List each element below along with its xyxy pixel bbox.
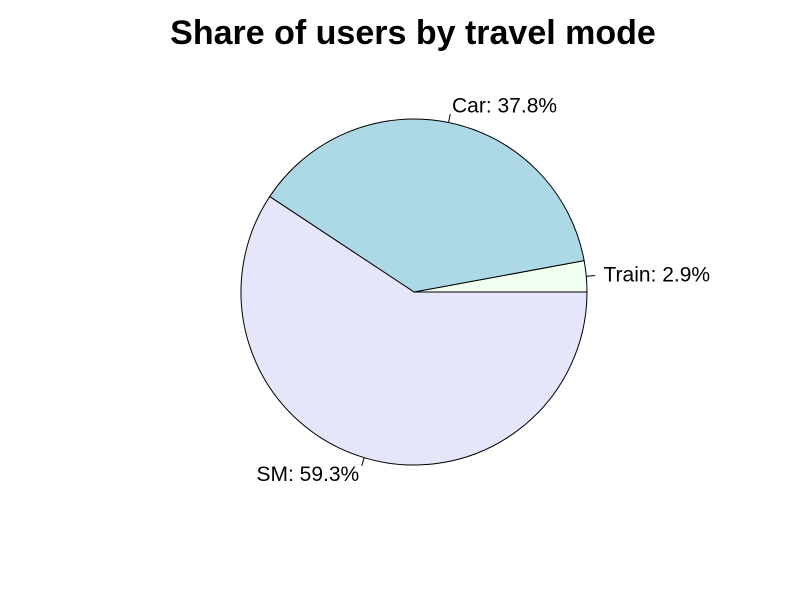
label-leader-line — [586, 274, 595, 277]
slice-label: Train: 2.9% — [604, 264, 711, 287]
label-leader-line — [361, 457, 365, 467]
chart-title: Share of users by travel mode — [170, 14, 656, 52]
slice-label: SM: 59.3% — [256, 463, 359, 486]
pie-slices — [240, 118, 588, 466]
pie-slice — [240, 195, 588, 466]
pie-labels: Train: 2.9% Car: 37.8% SM: 59.3% — [256, 95, 710, 487]
slice-label: Car: 37.8% — [452, 95, 557, 118]
label-leader-line — [448, 113, 451, 123]
